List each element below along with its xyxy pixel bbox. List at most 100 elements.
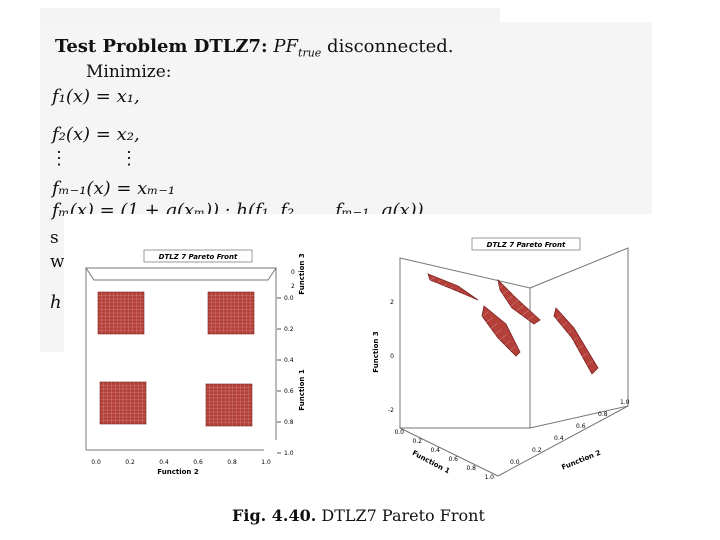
title-bold: Test Problem DTLZ7: bbox=[55, 36, 268, 57]
left-z-axis-label: Function 3 bbox=[298, 253, 306, 295]
right-ridge-mesh-line bbox=[563, 330, 572, 337]
right-ridge-fill bbox=[481, 305, 521, 357]
equation-f1: f₁(x) = x₁, bbox=[52, 86, 140, 107]
vertical-dots-right: ⋮ bbox=[120, 148, 138, 169]
right-ridge-mesh-line bbox=[510, 299, 520, 307]
right-plot-title-box bbox=[471, 237, 581, 251]
right-ridge-mesh-line bbox=[489, 323, 498, 330]
right-z-tick-label: -2 bbox=[388, 407, 394, 414]
right-x-tick-label: 0.8 bbox=[466, 465, 476, 472]
right-y-axis-ticks: 0.0 0.2 0.4 0.6 0.8 1.0 bbox=[510, 399, 630, 466]
equation-fm-minus-1: fₘ₋₁(x) = xₘ₋₁ bbox=[52, 178, 175, 199]
left-y-tick-label: 0.0 bbox=[284, 295, 294, 302]
right-surface-ridge-2 bbox=[495, 278, 541, 325]
left-surface-patch-2 bbox=[207, 291, 255, 335]
right-z-axis-ticks: 2 0 -2 bbox=[388, 299, 394, 414]
right-ridge-mesh-line bbox=[432, 280, 441, 287]
right-ridge-mesh-line bbox=[507, 346, 516, 353]
right-ridge-mesh-line bbox=[463, 296, 472, 303]
left-z-tick-2: 2 bbox=[291, 283, 295, 290]
vertical-dots-left: ⋮ bbox=[50, 148, 68, 169]
right-ridge-mesh-line bbox=[584, 360, 593, 367]
left-x-axis-ticks: 0.0 0.2 0.4 0.6 0.8 1.0 bbox=[91, 459, 271, 466]
right-ridge-mesh-line bbox=[438, 283, 447, 290]
right-ridge-mesh-line bbox=[480, 311, 489, 318]
left-surface-patch-1 bbox=[97, 291, 145, 335]
right-ridge-mesh-line bbox=[521, 309, 530, 317]
left-x-tick-label: 0.6 bbox=[193, 459, 203, 466]
right-ridge-mesh-line bbox=[498, 334, 507, 341]
right-plot-title: DTLZ 7 Pareto Front bbox=[487, 241, 566, 249]
right-ridge-mesh-line bbox=[579, 352, 588, 360]
problem-title: Test Problem DTLZ7: PFtrue disconnected. bbox=[55, 36, 454, 60]
right-x-tick-label: 0.0 bbox=[394, 429, 404, 436]
right-z-tick-label: 0 bbox=[390, 353, 394, 360]
partial-line-w: w bbox=[50, 252, 65, 272]
left-patch-fill bbox=[97, 291, 145, 335]
right-plot-right-floor-edge bbox=[497, 405, 629, 477]
left-patch-fill bbox=[207, 291, 255, 335]
page-top-shade bbox=[40, 8, 500, 22]
right-ridge-mesh-line bbox=[558, 322, 567, 330]
equation-f1-text: f₁(x) = x₁, bbox=[52, 86, 140, 107]
left-surface-patch-4 bbox=[205, 383, 253, 427]
left-plot-title-box bbox=[143, 249, 253, 263]
left-x-tick-label: 0.8 bbox=[227, 459, 237, 466]
title-pf: PF bbox=[273, 36, 299, 57]
left-x-tick-label: 0.4 bbox=[159, 459, 169, 466]
left-y-tick-label: 0.2 bbox=[284, 326, 294, 333]
left-plot-title: DTLZ 7 Pareto Front bbox=[159, 253, 238, 261]
right-ridge-mesh-line bbox=[502, 340, 512, 347]
left-y-tick-label: 0.4 bbox=[284, 357, 294, 364]
left-pareto-plot: DTLZ 7 Pareto Front 0.0 0.2 0.4 0.6 0.8 1.0 F… bbox=[85, 249, 306, 476]
right-ridge-mesh-line bbox=[493, 328, 503, 336]
right-ridge-mesh-line bbox=[444, 286, 454, 294]
left-patch-fill bbox=[99, 381, 147, 425]
right-ridge-mesh-line bbox=[484, 317, 494, 324]
right-x-tick-label: 0.6 bbox=[448, 456, 458, 463]
left-y-tick-label: 0.8 bbox=[284, 419, 294, 426]
right-ridge-fill bbox=[497, 278, 541, 325]
right-ridge-mesh-line bbox=[505, 294, 514, 302]
right-surface-ridge-4 bbox=[553, 307, 599, 375]
right-surface-ridge-3 bbox=[480, 305, 521, 357]
left-x-tick-label: 0.2 bbox=[125, 459, 135, 466]
left-x-tick-label: 1.0 bbox=[261, 459, 271, 466]
right-ridge-mesh-line bbox=[495, 284, 504, 292]
caption-text: DTLZ7 Pareto Front bbox=[321, 506, 485, 525]
caption-label: Fig. 4.40. bbox=[232, 506, 317, 525]
right-x-tick-label: 1.0 bbox=[484, 474, 494, 480]
right-ridge-mesh-line bbox=[516, 304, 525, 312]
left-y-tick-label: 1.0 bbox=[284, 450, 294, 457]
right-ridge-mesh-line bbox=[526, 314, 535, 322]
right-y-tick-label: 0.2 bbox=[532, 447, 542, 454]
title-rest: disconnected. bbox=[327, 36, 454, 57]
right-z-tick-label: 2 bbox=[390, 299, 394, 306]
left-plot-top-frame bbox=[85, 267, 277, 281]
left-x-tick-label: 0.0 bbox=[91, 459, 101, 466]
partial-line-h: h bbox=[50, 292, 62, 313]
right-ridge-mesh-line bbox=[500, 289, 509, 297]
right-ridge-mesh-line bbox=[426, 277, 435, 284]
right-pareto-plot: DTLZ 7 Pareto Front 20-2 Function 3 0.00… bbox=[372, 237, 630, 480]
right-ridge-mesh-line bbox=[553, 315, 562, 322]
right-surface-ridges bbox=[426, 273, 599, 375]
right-y-tick-label: 0.0 bbox=[510, 459, 520, 466]
right-y-axis-label: Function 2 bbox=[561, 449, 602, 472]
left-y-axis-ticks: 0.0 0.2 0.4 0.6 0.8 1.0 bbox=[277, 295, 294, 457]
equation-f2-text: f₂(x) = x₂, bbox=[52, 124, 140, 145]
right-y-tick-label: 0.8 bbox=[598, 411, 608, 418]
equation-fm-minus-1-text: fₘ₋₁(x) = xₘ₋₁ bbox=[52, 178, 176, 199]
right-y-tick-label: 0.4 bbox=[554, 435, 564, 442]
right-y-tick-label: 0.6 bbox=[576, 423, 586, 430]
right-ridge-fill bbox=[553, 307, 599, 375]
left-surface-patch bbox=[97, 291, 255, 427]
right-surface-ridge-1 bbox=[426, 273, 479, 303]
left-y-tick-label: 0.6 bbox=[284, 388, 294, 395]
partial-line-s: s bbox=[50, 228, 59, 248]
right-x-tick-label: 0.2 bbox=[412, 438, 422, 445]
right-ridge-fill bbox=[427, 273, 479, 301]
left-surface-patch-3 bbox=[99, 381, 147, 425]
right-x-axis-ticks: 0.0 0.2 0.4 0.6 0.8 1.0 bbox=[394, 429, 494, 480]
title-pf-sub: true bbox=[298, 46, 322, 60]
